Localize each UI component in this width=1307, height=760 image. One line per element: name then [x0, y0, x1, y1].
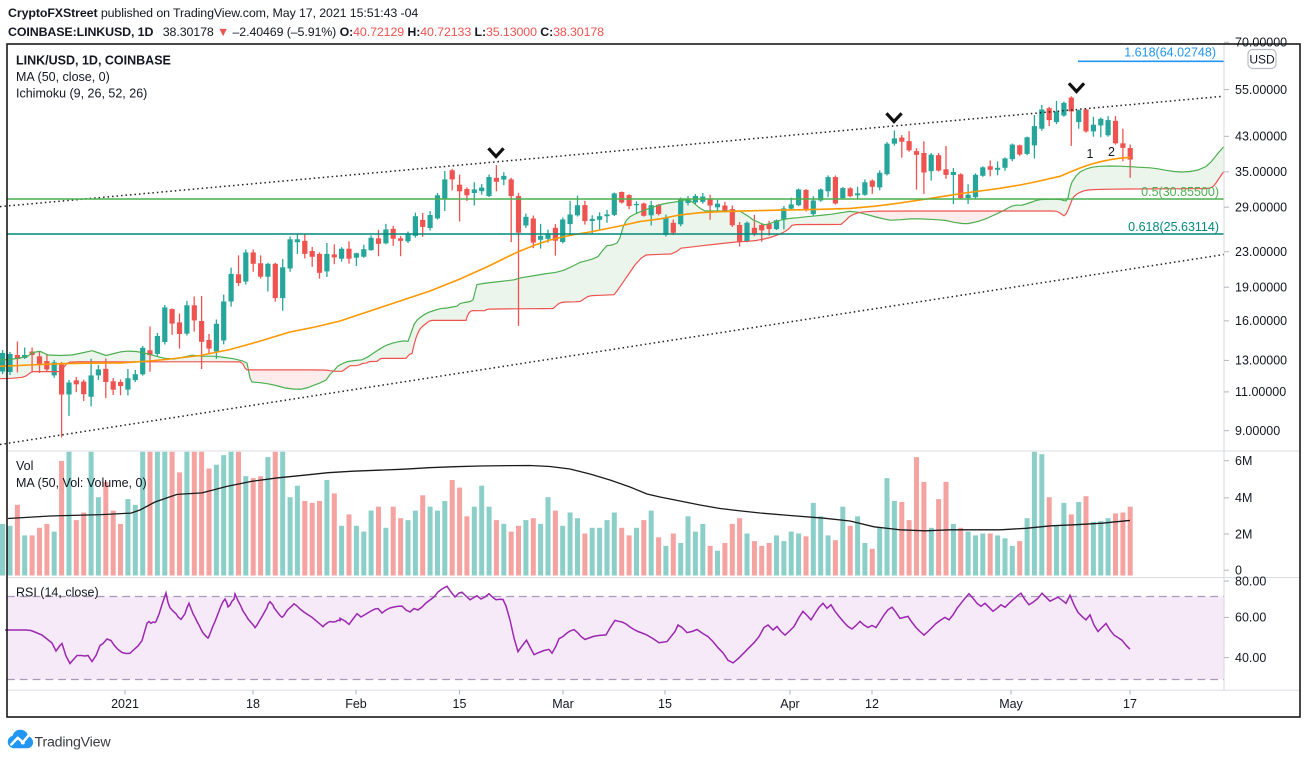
svg-text:55.00000: 55.00000 [1235, 83, 1287, 97]
svg-text:0: 0 [1235, 564, 1242, 578]
svg-text:0.618(25.63114): 0.618(25.63114) [1128, 220, 1219, 234]
svg-text:11.00000: 11.00000 [1235, 385, 1286, 399]
svg-text:70.00000: 70.00000 [1235, 36, 1287, 50]
svg-text:43.00000: 43.00000 [1235, 130, 1287, 144]
svg-text:6M: 6M [1235, 454, 1252, 468]
svg-text:18: 18 [246, 697, 260, 711]
svg-text:Ichimoku (9, 26, 52, 26): Ichimoku (9, 26, 52, 26) [16, 87, 147, 101]
svg-text:MA (50, Vol: Volume, 0): MA (50, Vol: Volume, 0) [16, 476, 147, 490]
svg-text:4M: 4M [1235, 491, 1252, 505]
svg-text:19.00000: 19.00000 [1235, 281, 1287, 295]
svg-text:15: 15 [453, 697, 467, 711]
svg-text:23.00000: 23.00000 [1235, 245, 1287, 259]
svg-text:15: 15 [658, 697, 672, 711]
svg-text:CryptoFXStreet published on Tr: CryptoFXStreet published on TradingView.… [8, 6, 418, 20]
svg-text:Feb: Feb [345, 697, 367, 711]
svg-text:1.618(64.02748): 1.618(64.02748) [1124, 46, 1216, 60]
svg-text:RSI (14, close): RSI (14, close) [16, 586, 99, 600]
svg-text:17: 17 [1123, 697, 1137, 711]
svg-text:60.00: 60.00 [1235, 611, 1266, 625]
svg-text:LINK/USD, 1D, COINBASE: LINK/USD, 1D, COINBASE [16, 54, 171, 68]
svg-text:12: 12 [865, 697, 879, 711]
svg-text:9.00000: 9.00000 [1235, 424, 1280, 438]
svg-text:40.00: 40.00 [1235, 651, 1266, 665]
svg-text:0.5(30.85500): 0.5(30.85500) [1141, 185, 1219, 199]
svg-text:80.00: 80.00 [1235, 574, 1266, 588]
svg-text:2021: 2021 [111, 697, 139, 711]
svg-text:USD: USD [1249, 53, 1275, 67]
svg-text:Apr: Apr [780, 697, 799, 711]
svg-text:May: May [999, 697, 1023, 711]
svg-text:TradingView: TradingView [35, 735, 112, 751]
svg-text:COINBASE:LINKUSD, 1D 38.30178: COINBASE:LINKUSD, 1D 38.30178 ▼ –2.40469… [8, 25, 604, 39]
svg-text:16.00000: 16.00000 [1235, 314, 1287, 328]
svg-text:13.00000: 13.00000 [1235, 354, 1287, 368]
svg-text:35.00000: 35.00000 [1235, 165, 1287, 179]
svg-text:2: 2 [1108, 145, 1115, 159]
svg-text:1: 1 [1087, 147, 1094, 161]
svg-text:Vol: Vol [16, 459, 33, 473]
svg-text:2M: 2M [1235, 527, 1252, 541]
svg-text:29.00000: 29.00000 [1235, 201, 1287, 215]
svg-text:MA (50, close, 0): MA (50, close, 0) [16, 70, 110, 84]
svg-text:Mar: Mar [552, 697, 574, 711]
